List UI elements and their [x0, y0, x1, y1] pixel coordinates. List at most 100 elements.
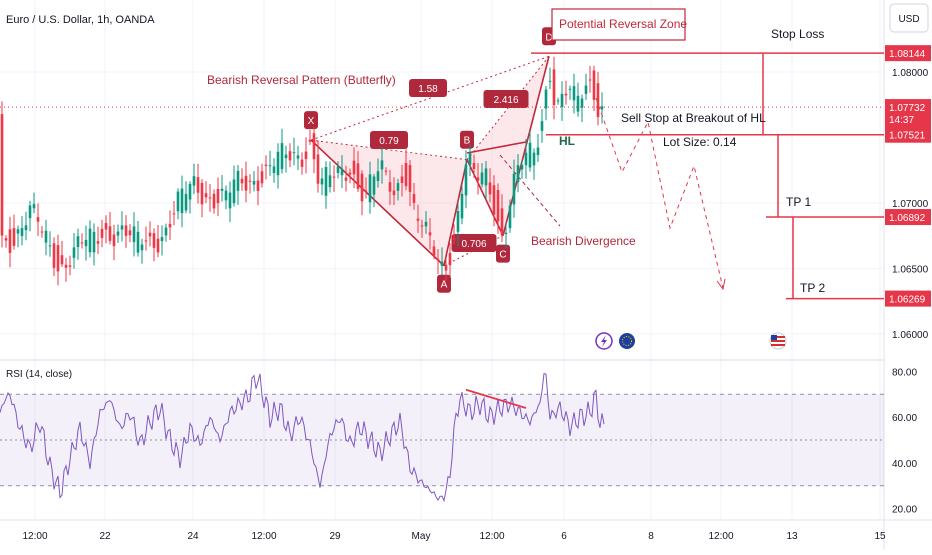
candle-body [124, 225, 128, 236]
symbol-title[interactable]: Euro / U.S. Dollar, 1h, OANDA [6, 14, 155, 26]
ratio-label: 2.416 [493, 95, 518, 106]
candle-body [428, 232, 432, 236]
candle-body [600, 106, 604, 110]
candle-body [128, 230, 132, 236]
candle-body [348, 172, 352, 175]
candle-body [204, 193, 208, 198]
current-price-badge-label: 1.07732 [889, 103, 926, 114]
tp2-price-badge[interactable] [885, 290, 931, 307]
candle-body [524, 152, 528, 166]
leg-xa [310, 139, 445, 267]
tp1-price-badge[interactable] [885, 209, 931, 226]
time-tick-label: 12:00 [479, 531, 504, 542]
stop-loss-price-badge[interactable] [885, 45, 931, 62]
candle-body [120, 225, 124, 230]
rsi-axis: 80.00 60.00 40.00 20.00 [892, 367, 917, 515]
candle-body [380, 160, 384, 170]
candle-body [76, 236, 80, 247]
candle-body [292, 152, 296, 154]
tp2-label: TP 2 [800, 281, 825, 295]
candle-body [564, 93, 568, 96]
candle-body [268, 165, 272, 167]
candle-body [520, 164, 524, 170]
ratio-label: 0.79 [379, 136, 399, 147]
currency-label: USD [898, 14, 919, 25]
sell-stop-price-badge-label: 1.07521 [889, 131, 926, 142]
candle-body [220, 188, 224, 191]
candle-body [364, 190, 368, 192]
time-tick-label: 15 [874, 531, 886, 542]
price-divergence-line [466, 141, 527, 154]
current-price-badge[interactable] [885, 99, 931, 128]
candle-body [372, 176, 376, 195]
tp2-price-badge-label: 1.06269 [889, 295, 926, 306]
candle-body [232, 179, 236, 204]
rsi-divergence-line [465, 388, 527, 409]
candle-body [596, 83, 600, 117]
candle-body [344, 177, 348, 181]
rsi-pane [0, 373, 884, 503]
candle-body [164, 227, 168, 236]
lightning-event-icon[interactable] [595, 332, 613, 350]
pattern-point-marker[interactable] [304, 111, 318, 130]
projection-arrowhead [716, 278, 726, 291]
candle-body [464, 164, 468, 196]
time-tick-label: 29 [329, 531, 341, 542]
candle-body [588, 79, 592, 81]
time-tick-label: 12:00 [22, 531, 47, 542]
candle-body [556, 100, 560, 102]
candle-body [376, 171, 380, 181]
rsi-label[interactable]: RSI (14, close) [6, 369, 72, 380]
candle-body [336, 166, 340, 173]
ratio-badge [370, 131, 408, 149]
candle-body [12, 228, 16, 246]
candle-body [4, 238, 8, 241]
stop-loss-label: Stop Loss [771, 27, 824, 41]
candle-body [280, 143, 284, 170]
prz-box [551, 8, 686, 41]
candle-body [260, 171, 264, 184]
candle-body [356, 163, 360, 189]
candle-body [584, 85, 588, 94]
candle-body [72, 247, 76, 258]
candle-body [180, 188, 184, 213]
candle-body [172, 213, 176, 215]
candle-body [216, 189, 220, 204]
currency-button[interactable] [889, 3, 929, 33]
candle-body [116, 231, 120, 236]
candle-body [496, 190, 500, 222]
candle-body [552, 69, 556, 106]
pattern-title: Bearish Reversal Pattern (Butterfly) [207, 73, 396, 87]
pattern-point-marker[interactable] [437, 274, 451, 293]
pattern-point-marker[interactable] [496, 244, 510, 263]
candle-body [312, 133, 316, 160]
candle-body [136, 231, 140, 253]
candle-body [244, 175, 248, 191]
candle-body [40, 231, 44, 233]
candle-body [308, 139, 312, 142]
candle-body [48, 245, 52, 247]
pattern-point-marker[interactable] [460, 130, 474, 149]
candle-body [288, 151, 292, 161]
sell-stop-price-badge[interactable] [885, 126, 931, 143]
candle-body [580, 98, 584, 108]
eu-flag-icon[interactable] [619, 333, 635, 349]
candle-body [36, 217, 40, 222]
candle-body [140, 244, 144, 251]
price-axis[interactable]: 1.08000 1.07000 1.06500 1.06000 1.08144 1.077… [885, 45, 931, 341]
candle-body [28, 205, 32, 219]
candle-body [224, 190, 228, 201]
candle-body [412, 194, 416, 203]
us-flag-icon[interactable] [769, 332, 787, 350]
candle-body [8, 229, 12, 253]
candle-body [64, 264, 68, 268]
candle-body [404, 162, 408, 187]
candle-body [340, 168, 344, 176]
candle-body [420, 225, 424, 227]
ratio-line-xd [310, 55, 550, 141]
candle-body [104, 223, 108, 230]
pattern-point-a: A [441, 280, 448, 291]
